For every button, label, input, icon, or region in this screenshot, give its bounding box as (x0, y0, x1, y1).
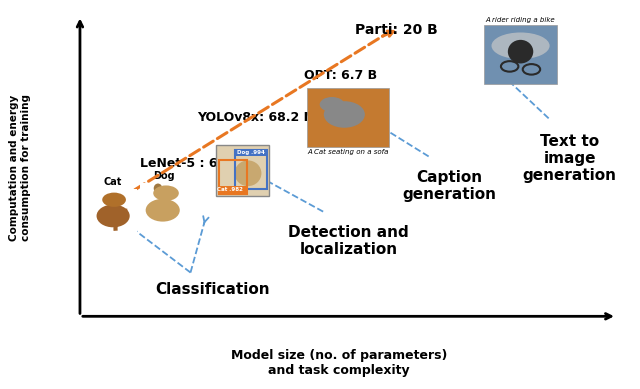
Circle shape (320, 97, 344, 112)
Circle shape (102, 193, 126, 207)
Bar (484, 25, 557, 84)
Text: A Cat seating on a sofa: A Cat seating on a sofa (308, 149, 389, 155)
Ellipse shape (508, 40, 533, 63)
Text: Cat: Cat (104, 177, 122, 187)
Text: Text to
image
generation: Text to image generation (522, 133, 616, 183)
Text: Computation and energy
consumption for training: Computation and energy consumption for t… (9, 95, 31, 241)
Circle shape (153, 186, 179, 201)
Text: Parti: 20 B: Parti: 20 B (355, 23, 438, 37)
Text: LeNet-5 : 60K: LeNet-5 : 60K (140, 157, 236, 170)
Text: Classification: Classification (156, 282, 270, 297)
Text: Detection and
localization: Detection and localization (288, 225, 409, 258)
Bar (216, 145, 269, 196)
Text: OPT: 6.7 B: OPT: 6.7 B (304, 69, 378, 82)
Text: Caption
generation: Caption generation (403, 170, 497, 202)
Bar (219, 186, 247, 194)
Ellipse shape (324, 101, 365, 128)
Text: A rider riding a bike: A rider riding a bike (486, 17, 556, 23)
Ellipse shape (154, 184, 163, 193)
Ellipse shape (146, 199, 180, 222)
Ellipse shape (235, 160, 261, 186)
Text: Model size (no. of parameters)
and task complexity: Model size (no. of parameters) and task … (231, 349, 447, 377)
Bar (235, 150, 267, 189)
Ellipse shape (492, 32, 550, 59)
Bar (140, 183, 188, 227)
Text: YOLOv8x: 68.2 M: YOLOv8x: 68.2 M (197, 111, 316, 124)
Bar (235, 149, 267, 156)
Text: Dog: Dog (153, 171, 175, 181)
Bar (90, 189, 137, 233)
Ellipse shape (97, 205, 130, 227)
Text: Dog .994: Dog .994 (237, 150, 264, 155)
Bar (219, 160, 247, 194)
Text: Cat .982: Cat .982 (218, 187, 243, 192)
Bar (307, 88, 390, 147)
